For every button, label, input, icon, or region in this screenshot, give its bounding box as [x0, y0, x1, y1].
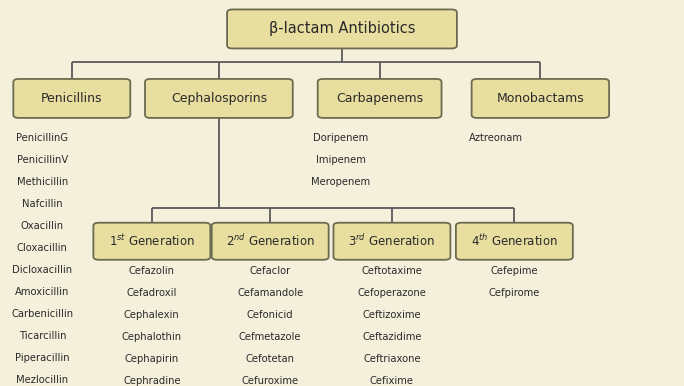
- Text: Monobactams: Monobactams: [497, 92, 584, 105]
- FancyBboxPatch shape: [145, 79, 293, 118]
- Text: 3$^{rd}$ Generation: 3$^{rd}$ Generation: [348, 233, 436, 249]
- Text: Cephalothin: Cephalothin: [122, 332, 182, 342]
- Text: Cefadroxil: Cefadroxil: [127, 288, 177, 298]
- FancyBboxPatch shape: [13, 79, 130, 118]
- FancyBboxPatch shape: [333, 223, 450, 260]
- Text: Cefpirome: Cefpirome: [488, 288, 540, 298]
- Text: Cefazolin: Cefazolin: [129, 266, 175, 276]
- Text: Cephalosporins: Cephalosporins: [171, 92, 267, 105]
- Text: Cefonicid: Cefonicid: [247, 310, 293, 320]
- Text: Ceftazidime: Ceftazidime: [363, 332, 421, 342]
- Text: Nafcillin: Nafcillin: [22, 199, 63, 209]
- Text: Oxacillin: Oxacillin: [21, 221, 64, 231]
- Text: Ceftizoxime: Ceftizoxime: [363, 310, 421, 320]
- Text: 1$^{st}$ Generation: 1$^{st}$ Generation: [109, 234, 195, 249]
- Text: 2$^{nd}$ Generation: 2$^{nd}$ Generation: [226, 233, 315, 249]
- Text: Cephradine: Cephradine: [123, 376, 181, 386]
- Text: Amoxicillin: Amoxicillin: [15, 287, 70, 297]
- Text: PenicillinV: PenicillinV: [17, 155, 68, 165]
- Text: Piperacillin: Piperacillin: [15, 353, 70, 363]
- Text: Carbapenems: Carbapenems: [336, 92, 423, 105]
- Text: Cloxacillin: Cloxacillin: [17, 243, 68, 253]
- Text: Meropenem: Meropenem: [311, 177, 370, 187]
- Text: Cefuroxime: Cefuroxime: [241, 376, 299, 386]
- Text: Doripenem: Doripenem: [313, 133, 368, 143]
- Text: PenicillinG: PenicillinG: [16, 133, 68, 143]
- Text: Carbenicillin: Carbenicillin: [12, 309, 73, 319]
- Text: Penicillins: Penicillins: [41, 92, 103, 105]
- Text: Cefixime: Cefixime: [370, 376, 414, 386]
- Text: Ceftotaxime: Ceftotaxime: [362, 266, 422, 276]
- Text: 4$^{th}$ Generation: 4$^{th}$ Generation: [471, 233, 557, 249]
- FancyBboxPatch shape: [456, 223, 573, 260]
- Text: Imipenem: Imipenem: [316, 155, 365, 165]
- Text: Cephalexin: Cephalexin: [124, 310, 180, 320]
- Text: Cefmetazole: Cefmetazole: [239, 332, 302, 342]
- FancyBboxPatch shape: [93, 223, 210, 260]
- Text: Cefotetan: Cefotetan: [246, 354, 295, 364]
- Text: Mezlocillin: Mezlocillin: [16, 375, 68, 385]
- Text: Ticarcillin: Ticarcillin: [18, 331, 66, 341]
- Text: Cephapirin: Cephapirin: [124, 354, 179, 364]
- Text: Cefoperazone: Cefoperazone: [358, 288, 426, 298]
- Text: Aztreonam: Aztreonam: [469, 133, 523, 143]
- FancyBboxPatch shape: [227, 9, 457, 48]
- FancyBboxPatch shape: [317, 79, 442, 118]
- Text: Cefaclor: Cefaclor: [250, 266, 291, 276]
- Text: Ceftriaxone: Ceftriaxone: [363, 354, 421, 364]
- Text: Dicloxacillin: Dicloxacillin: [12, 265, 73, 275]
- Text: β-lactam Antibiotics: β-lactam Antibiotics: [269, 22, 415, 36]
- Text: Cefepime: Cefepime: [490, 266, 538, 276]
- FancyBboxPatch shape: [472, 79, 609, 118]
- Text: Methicillin: Methicillin: [17, 177, 68, 187]
- FancyBboxPatch shape: [212, 223, 328, 260]
- Text: Cefamandole: Cefamandole: [237, 288, 303, 298]
